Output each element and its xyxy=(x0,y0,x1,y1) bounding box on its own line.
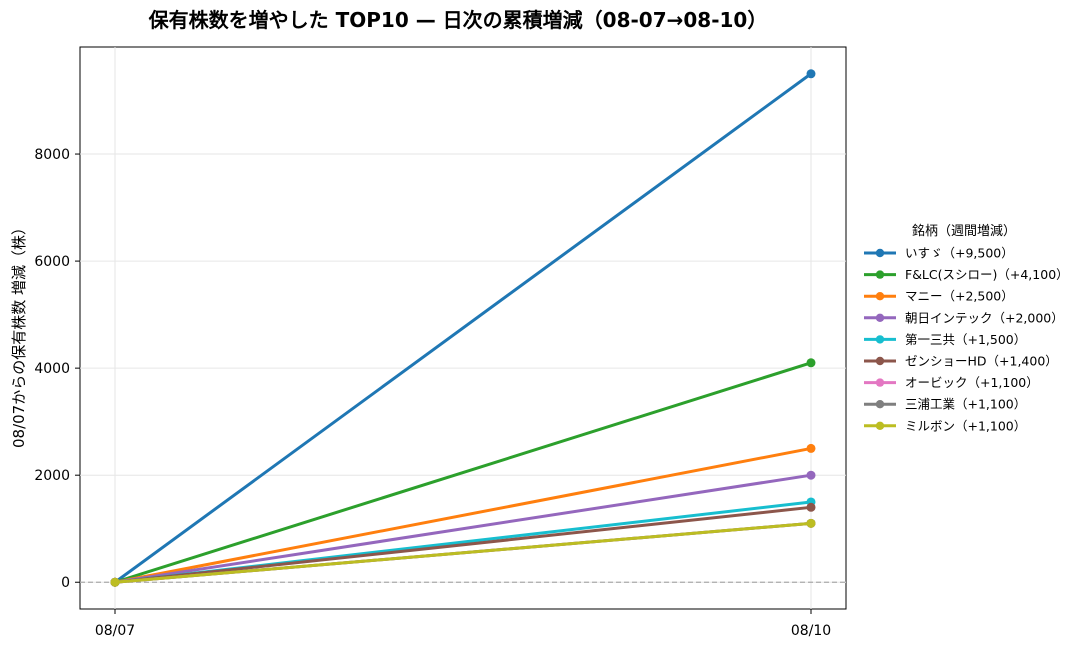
y-tick-label: 8000 xyxy=(34,147,70,163)
data-point xyxy=(806,69,816,79)
legend-label: F&LC(スシロー)（+4,100） xyxy=(905,267,1069,282)
x-axis: 08/07 08/10 xyxy=(95,609,831,639)
y-tick-label: 6000 xyxy=(34,254,70,270)
series-line xyxy=(113,505,813,584)
legend: 銘柄（週間増減） いすゞ（+9,500） F&LC(スシロー)（+4,100） マニ… xyxy=(864,223,1069,433)
chart-title: 保有株数を増やした TOP10 — 日次の累積増減（08-07→08-10） xyxy=(148,8,768,32)
y-tick-label: 4000 xyxy=(34,361,70,377)
legend-swatch-marker xyxy=(875,400,885,409)
data-point xyxy=(806,443,816,453)
grid-lines xyxy=(80,47,846,609)
legend-swatch-marker xyxy=(875,378,885,387)
legend-swatch-marker xyxy=(875,270,885,279)
legend-label: 朝日インテック（+2,000） xyxy=(905,310,1064,325)
data-point xyxy=(806,358,816,368)
y-tick-label: 0 xyxy=(61,575,70,591)
y-axis-label: 08/07からの保有株数 増減（株） xyxy=(10,220,28,448)
data-point xyxy=(110,577,120,587)
y-axis: 0 2000 4000 6000 8000 xyxy=(34,147,80,591)
data-point xyxy=(806,518,816,528)
series-group xyxy=(110,69,816,587)
legend-swatch-marker xyxy=(875,356,885,366)
legend-swatch-marker xyxy=(875,421,885,430)
series-line xyxy=(113,446,813,584)
legend-label: ミルボン（+1,100） xyxy=(905,418,1026,433)
y-tick-label: 2000 xyxy=(34,468,70,484)
legend-title: 銘柄（週間増減） xyxy=(912,223,1016,239)
legend-label: いすゞ（+9,500） xyxy=(905,246,1014,261)
series-line xyxy=(113,521,813,584)
data-point xyxy=(806,502,816,512)
x-tick-label: 08/07 xyxy=(95,623,135,639)
legend-label: オービック（+1,100） xyxy=(905,375,1039,390)
series-line xyxy=(113,361,813,584)
series-line xyxy=(113,473,813,584)
legend-swatch-marker xyxy=(875,335,885,344)
legend-label: 三浦工業（+1,100） xyxy=(905,397,1026,412)
legend-label: ゼンショーHD（+1,400） xyxy=(905,354,1058,369)
legend-swatch-marker xyxy=(875,313,885,322)
data-point xyxy=(806,470,816,480)
x-tick-label: 08/10 xyxy=(791,623,831,639)
legend-label: マニー（+2,500） xyxy=(905,289,1014,304)
legend-label: 第一三共（+1,500） xyxy=(905,332,1026,347)
legend-swatch-marker xyxy=(875,248,885,258)
series-line xyxy=(113,72,813,584)
legend-swatch-marker xyxy=(875,292,885,301)
